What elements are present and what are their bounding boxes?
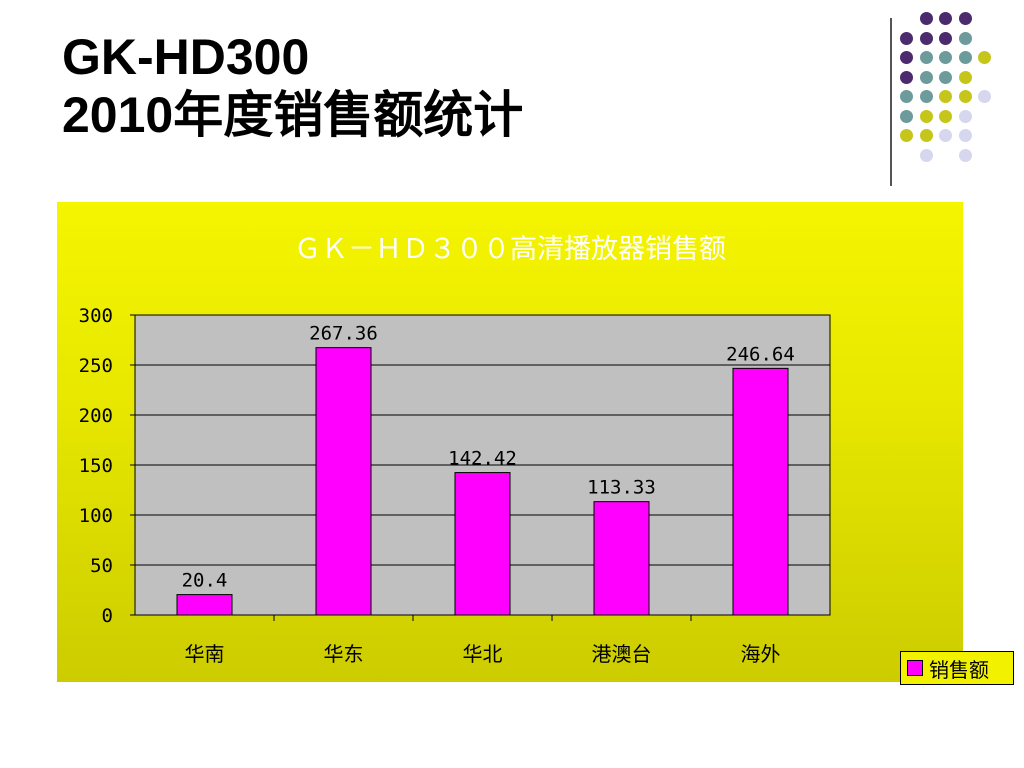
- decorative-dot: [939, 31, 952, 45]
- bar: [176, 594, 233, 616]
- decorative-dot: [919, 70, 933, 84]
- y-tick-label: 0: [102, 605, 113, 627]
- divider-line: [890, 18, 892, 186]
- chart-legend: 销售额: [900, 651, 1014, 685]
- x-tick-label: 华东: [324, 642, 364, 666]
- slide-title-line1: GK-HD300: [62, 29, 310, 85]
- x-tick-label: 港澳台: [592, 642, 652, 666]
- decorative-dot: [958, 12, 972, 25]
- data-label: 246.64: [726, 343, 795, 365]
- bar: [315, 347, 372, 616]
- data-label: 267.36: [309, 323, 378, 345]
- decorative-dot: [958, 148, 972, 162]
- decorative-dot: [958, 109, 972, 123]
- bar-chart: ＧＫ－ＨＤ３００高清播放器销售额 0 50 100 150 200 250 300 20.4 华南…: [79, 234, 831, 666]
- x-tick-label: 华南: [185, 642, 225, 666]
- decorative-dot: [958, 129, 972, 142]
- decorative-dot: [900, 109, 913, 123]
- bar: [593, 501, 650, 616]
- decorative-dot: [939, 109, 952, 123]
- y-tick-label: 300: [79, 305, 113, 327]
- decorative-dot: [939, 90, 952, 103]
- y-tick-label: 100: [79, 505, 113, 527]
- decorative-dot: [919, 12, 933, 25]
- decorative-dot: [939, 12, 952, 25]
- decorative-dot-grid: [900, 12, 1010, 172]
- decorative-dot: [978, 90, 991, 103]
- bar: [454, 472, 511, 616]
- decorative-dot: [978, 51, 991, 64]
- data-label: 142.42: [448, 448, 517, 470]
- y-tick-label: 200: [79, 405, 113, 427]
- decorative-dot: [919, 148, 933, 162]
- legend-swatch: [907, 660, 923, 676]
- decorative-dot: [958, 70, 972, 84]
- slide-title: GK-HD300 2010年度销售额统计: [62, 28, 523, 144]
- chart-title: ＧＫ－ＨＤ３００高清播放器销售额: [294, 234, 726, 265]
- decorative-dot: [900, 129, 913, 142]
- legend-label: 销售额: [929, 657, 989, 682]
- decorative-dot: [919, 109, 933, 123]
- data-label: 113.33: [587, 477, 656, 499]
- decorative-dot: [919, 90, 933, 103]
- decorative-dot: [919, 129, 933, 142]
- decorative-dot: [919, 31, 933, 45]
- slide-title-line2: 2010年度销售额统计: [62, 87, 524, 143]
- y-tick-label: 250: [79, 355, 113, 377]
- decorative-dot: [958, 90, 972, 103]
- decorative-dot: [900, 31, 913, 45]
- y-tick-label: 150: [79, 455, 113, 477]
- decorative-dot: [919, 51, 933, 64]
- data-label: 20.4: [182, 570, 228, 592]
- decorative-dot: [900, 51, 913, 64]
- decorative-dot: [958, 51, 972, 64]
- decorative-dot: [958, 31, 972, 45]
- decorative-dot: [939, 70, 952, 84]
- decorative-dot: [900, 70, 913, 84]
- x-tick-label: 华北: [463, 642, 503, 666]
- bar: [732, 367, 789, 616]
- x-tick-label: 海外: [741, 642, 781, 666]
- decorative-dot: [939, 129, 952, 142]
- y-tick-label: 50: [90, 555, 113, 577]
- decorative-dot: [900, 90, 913, 103]
- chart-panel: ＧＫ－ＨＤ３００高清播放器销售额 0 50 100 150 200 250 300 20.4 华南…: [57, 202, 1014, 685]
- decorative-dot: [939, 51, 952, 64]
